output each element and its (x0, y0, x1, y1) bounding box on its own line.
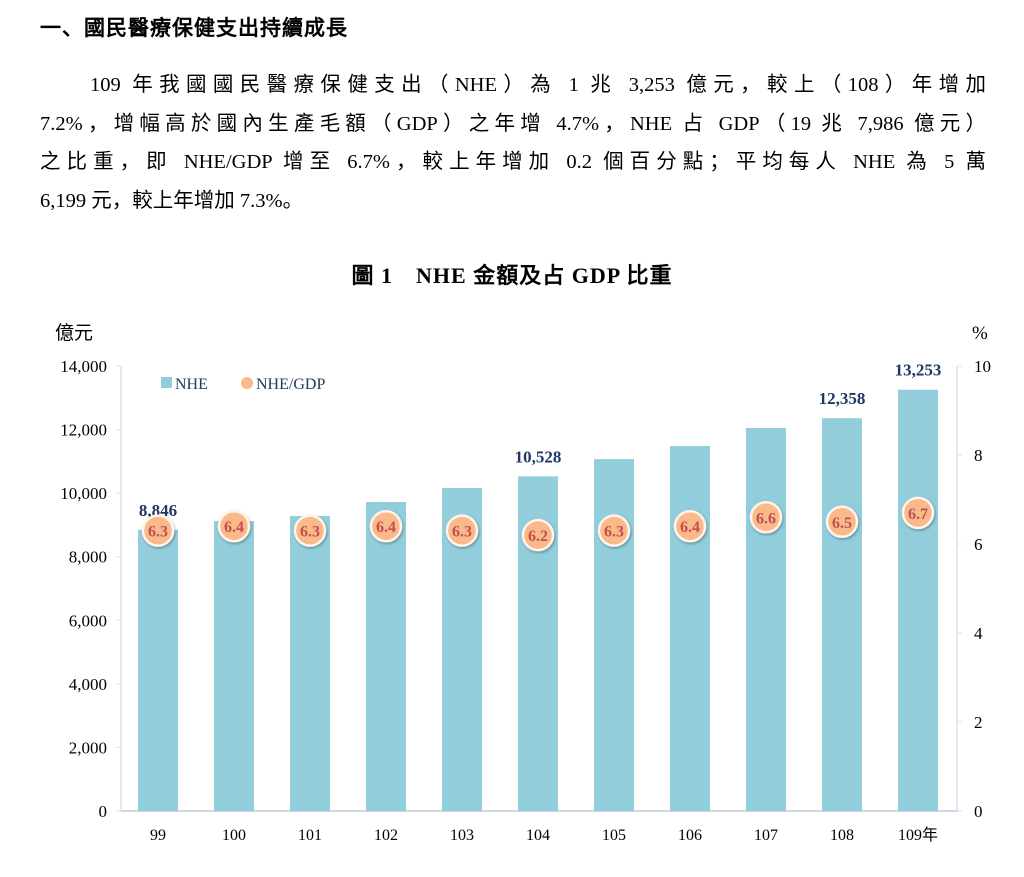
chart-title: 圖 1 NHE 金額及占 GDP 比重 (351, 263, 673, 288)
nhe-bar (290, 516, 330, 811)
y-tick-label: 6,000 (69, 611, 107, 630)
paragraph-line: 109 年我國國民醫療保健支出（NHE）為 1 兆 3,253 億元，較上（10… (90, 74, 986, 96)
nhe-gdp-label: 6.5 (832, 515, 852, 532)
x-tick-label: 99 (150, 827, 166, 844)
x-tick-label: 106 (678, 827, 702, 844)
nhe-bar (822, 418, 862, 811)
nhe-gdp-point (901, 496, 935, 530)
nhe-gdp-point (521, 518, 555, 552)
nhe-bar (366, 502, 406, 811)
y-tick-label: 14,000 (60, 357, 107, 376)
y-tick-label: 0 (99, 802, 108, 821)
nhe-bar (594, 459, 634, 811)
x-tick-label: 108 (830, 827, 854, 844)
y-tick-label: 10,000 (60, 484, 107, 503)
nhe-gdp-point (369, 509, 403, 543)
nhe-gdp-label: 6.2 (528, 528, 548, 545)
y-axis-label: 億元 (55, 322, 93, 344)
x-tick-label: 107 (754, 827, 778, 844)
nhe-gdp-label: 6.6 (756, 510, 776, 527)
x-tick-label: 100 (222, 827, 246, 844)
nhe-gdp-point (825, 505, 859, 538)
y2-tick-label: 0 (974, 802, 983, 821)
nhe-bar (746, 427, 786, 811)
nhe-data-label: 12,358 (819, 389, 866, 408)
y2-tick-label: 8 (974, 446, 983, 465)
nhe-bar (670, 446, 710, 811)
nhe-gdp-point (597, 514, 631, 547)
nhe-gdp-label: 6.3 (148, 524, 168, 541)
nhe-gdp-label: 6.3 (604, 524, 624, 541)
x-tick-label: 104 (526, 827, 550, 844)
nhe-bar (214, 521, 254, 811)
nhe-data-label: 10,528 (515, 447, 562, 466)
nhe-gdp-label: 6.4 (680, 519, 700, 536)
y2-tick-label: 6 (974, 535, 983, 554)
x-tick-label: 101 (298, 827, 322, 844)
nhe-gdp-point (749, 501, 783, 534)
nhe-data-label: 13,253 (895, 361, 942, 380)
paragraph-line: 之比重，即 NHE/GDP 增至 6.7%，較上年增加 0.2 個百分點；平均每… (40, 151, 986, 173)
nhe-bar (138, 529, 178, 811)
x-tick-label: 103 (450, 827, 474, 844)
nhe-gdp-point (445, 514, 479, 547)
y-tick-label: 8,000 (69, 548, 107, 567)
paragraph-line: 6,199 元，較上年增加 7.3%。 (40, 189, 304, 212)
y-tick-label: 4,000 (69, 675, 107, 694)
nhe-gdp-label: 6.7 (908, 506, 928, 523)
legend-nhe-gdp-swatch (241, 377, 253, 389)
x-tick-label: 102 (374, 827, 398, 844)
y2-tick-label: 2 (974, 713, 983, 732)
nhe-data-label: 8,846 (139, 501, 177, 520)
y2-tick-label: 10 (974, 357, 991, 376)
y2-tick-label: 4 (974, 624, 983, 643)
x-tick-label: 105 (602, 827, 626, 844)
nhe-gdp-label: 6.3 (452, 524, 472, 541)
legend-nhe-label: NHE (175, 376, 208, 393)
y-tick-label: 12,000 (60, 421, 107, 440)
nhe-gdp-point (673, 509, 707, 543)
nhe-gdp-label: 6.4 (224, 519, 244, 536)
nhe-gdp-point (141, 514, 175, 547)
nhe-gdp-point (293, 514, 327, 547)
nhe-gdp-label: 6.4 (376, 519, 396, 536)
nhe-gdp-point (217, 509, 251, 543)
nhe-bar (898, 389, 938, 811)
legend-nhe-swatch (161, 377, 172, 388)
y-tick-label: 2,000 (69, 738, 107, 757)
x-tick-label: 109年 (898, 826, 938, 844)
nhe-gdp-label: 6.3 (300, 524, 320, 541)
y2-axis-label: % (972, 323, 988, 344)
legend-nhe-gdp-label: NHE/GDP (256, 376, 325, 393)
section-heading: 一、國民醫療保健支出持續成長 (40, 16, 348, 40)
paragraph-line: 7.2%，增幅高於國內生產毛額（GDP）之年增 4.7%，NHE 占 GDP（1… (40, 112, 986, 135)
summary-paragraph: 109 年我國國民醫療保健支出（NHE）為 1 兆 3,253 億元，較上（10… (40, 66, 986, 220)
